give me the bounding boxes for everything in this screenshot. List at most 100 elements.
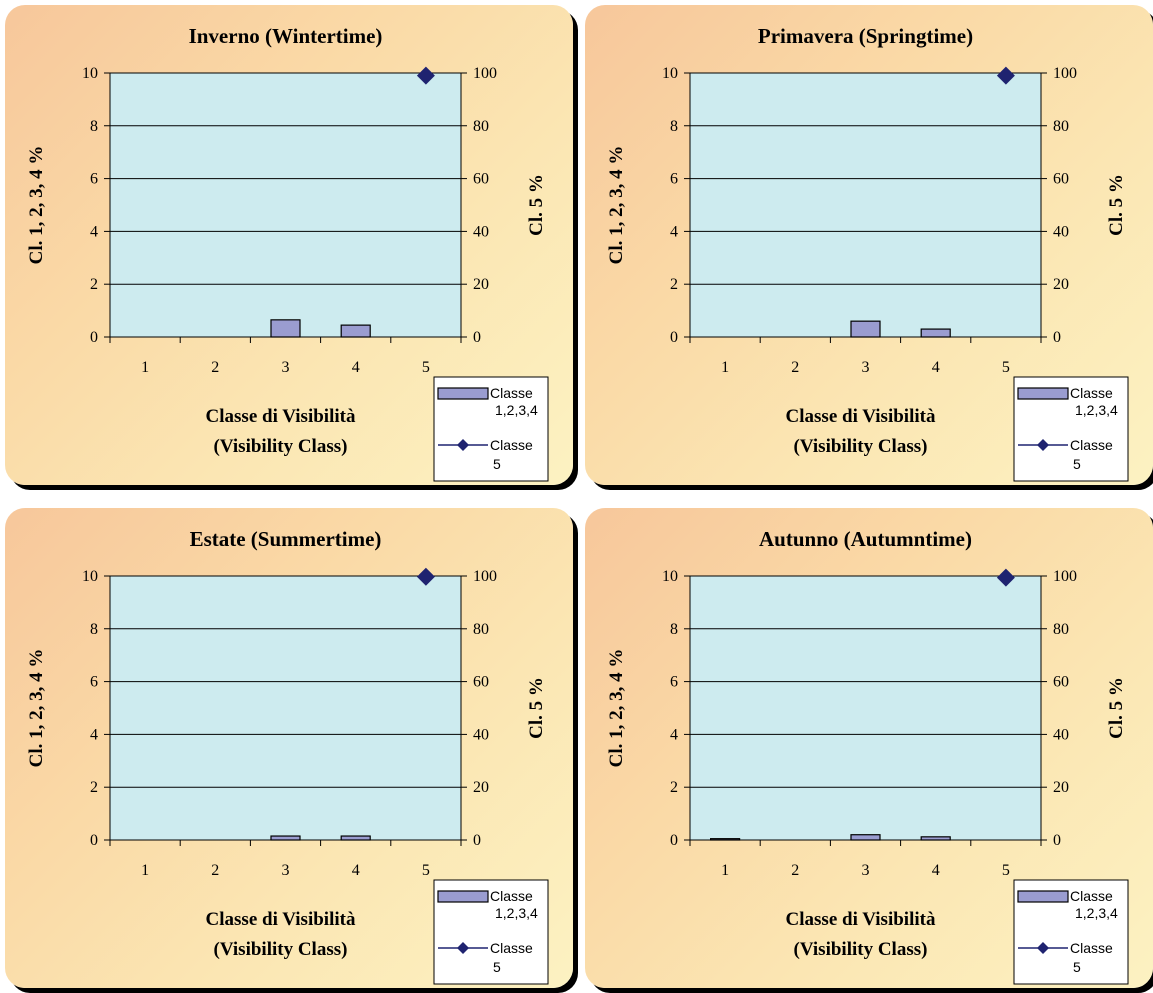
y2-tick-label: 60 [1053, 171, 1069, 188]
chart-panel-autumn: Autunno (Autumntime) 0 0 2 20 4 40 6 60 8 80 10 100 1… [585, 508, 1153, 988]
legend-marker-swatch [457, 942, 469, 954]
y-tick-label: 0 [670, 832, 678, 849]
legend-label-bars-line2: 1,2,3,4 [1075, 402, 1118, 418]
x-axis-title-line2: (Visibility Class) [214, 939, 348, 960]
y2-tick-label: 20 [473, 779, 489, 796]
legend-label-marker: Classe [490, 940, 533, 956]
y-tick-label: 4 [670, 223, 678, 240]
legend-label-bars: Classe [1070, 888, 1113, 904]
y2-tick-label: 80 [1053, 118, 1069, 135]
y2-tick-label: 40 [473, 223, 489, 240]
x-tick-label: 1 [721, 862, 729, 879]
y-tick-label: 8 [90, 621, 98, 638]
y-tick-label: 10 [82, 65, 98, 82]
legend-bar-swatch [1017, 890, 1069, 903]
plot-area [109, 575, 462, 841]
bar [850, 834, 881, 841]
x-tick-label: 5 [1002, 862, 1010, 879]
x-axis-title-line2: (Visibility Class) [794, 436, 928, 457]
x-tick-label: 4 [932, 359, 940, 376]
chart-title: Estate (Summertime) [190, 527, 382, 551]
y-tick-label: 0 [90, 832, 98, 849]
legend-label-bars-line2: 1,2,3,4 [1075, 905, 1118, 921]
x-tick-label: 2 [211, 862, 219, 879]
y-axis-title: Cl. 1, 2, 3, 4 % [606, 146, 627, 265]
y-tick-label: 10 [662, 65, 678, 82]
y-tick-label: 6 [90, 674, 98, 691]
y2-tick-label: 60 [473, 674, 489, 691]
data-point-marker [416, 567, 435, 586]
x-tick-label: 1 [141, 359, 149, 376]
chart-title: Inverno (Wintertime) [189, 24, 383, 48]
y2-axis-title: Cl. 5 % [1106, 677, 1127, 739]
legend-label-marker: Classe [1070, 437, 1113, 453]
legend-label-bars: Classe [490, 888, 533, 904]
y-tick-label: 2 [670, 276, 678, 293]
legend-marker-swatch [1037, 439, 1049, 451]
bar [270, 319, 301, 338]
x-tick-label: 5 [1002, 359, 1010, 376]
legend-bar-swatch [437, 387, 489, 400]
x-tick-label: 3 [862, 862, 870, 879]
y2-tick-label: 60 [1053, 674, 1069, 691]
chart-panel-spring: Primavera (Springtime) 0 0 2 20 4 40 6 60 8 80 10 10… [585, 5, 1153, 485]
x-tick-label: 5 [422, 359, 430, 376]
bar [340, 324, 371, 338]
y-tick-label: 2 [90, 779, 98, 796]
y2-tick-label: 100 [1053, 568, 1077, 585]
x-tick-label: 5 [422, 862, 430, 879]
plot-area [689, 575, 1042, 841]
y-tick-label: 0 [90, 329, 98, 346]
x-tick-label: 1 [141, 862, 149, 879]
y2-tick-label: 40 [1053, 726, 1069, 743]
y-tick-label: 8 [670, 118, 678, 135]
x-tick-label: 3 [862, 359, 870, 376]
x-axis-title: Classe di Visibilità [786, 909, 936, 930]
y2-tick-label: 40 [1053, 223, 1069, 240]
y2-tick-label: 60 [473, 171, 489, 188]
y-tick-label: 2 [90, 276, 98, 293]
legend-bar-swatch [437, 890, 489, 903]
y2-tick-label: 80 [1053, 621, 1069, 638]
chart-title: Primavera (Springtime) [758, 24, 973, 48]
bar [920, 328, 951, 338]
y-tick-label: 6 [670, 674, 678, 691]
bar [340, 835, 371, 841]
x-axis-title: Classe di Visibilità [206, 406, 356, 427]
legend-label-bars: Classe [490, 385, 533, 401]
chart-svg: Primavera (Springtime) 0 0 2 20 4 40 6 60 8 80 10 10… [606, 24, 1129, 482]
x-tick-label: 3 [282, 359, 290, 376]
legend-marker-swatch [1037, 942, 1049, 954]
plot-area [109, 72, 462, 338]
y2-tick-label: 0 [473, 832, 481, 849]
plot-area [689, 72, 1042, 338]
legend-label-marker: Classe [1070, 940, 1113, 956]
y-tick-label: 4 [90, 726, 98, 743]
legend-label-bars: Classe [1070, 385, 1113, 401]
x-axis-title-line2: (Visibility Class) [794, 939, 928, 960]
y2-tick-label: 100 [473, 568, 497, 585]
x-tick-label: 2 [791, 359, 799, 376]
y2-tick-label: 0 [1053, 832, 1061, 849]
chart-panel-winter: Inverno (Wintertime) 0 0 2 20 4 40 6 60 8 80 10 100 1… [5, 5, 573, 485]
legend-bar-swatch [1017, 387, 1069, 400]
bar [709, 838, 741, 841]
y-tick-label: 10 [662, 568, 678, 585]
y-axis-title: Cl. 1, 2, 3, 4 % [26, 146, 47, 265]
y-tick-label: 6 [670, 171, 678, 188]
legend-label-marker-line2: 5 [1073, 456, 1081, 472]
legend-label-bars-line2: 1,2,3,4 [495, 402, 538, 418]
x-tick-label: 2 [211, 359, 219, 376]
legend-label-marker-line2: 5 [493, 456, 501, 472]
y2-axis-title: Cl. 5 % [526, 677, 547, 739]
y2-tick-label: 0 [473, 329, 481, 346]
data-point-marker [996, 568, 1015, 587]
x-tick-label: 4 [352, 862, 360, 879]
y2-tick-label: 40 [473, 726, 489, 743]
x-tick-label: 4 [932, 862, 940, 879]
y2-tick-label: 100 [1053, 65, 1077, 82]
y2-tick-label: 100 [473, 65, 497, 82]
